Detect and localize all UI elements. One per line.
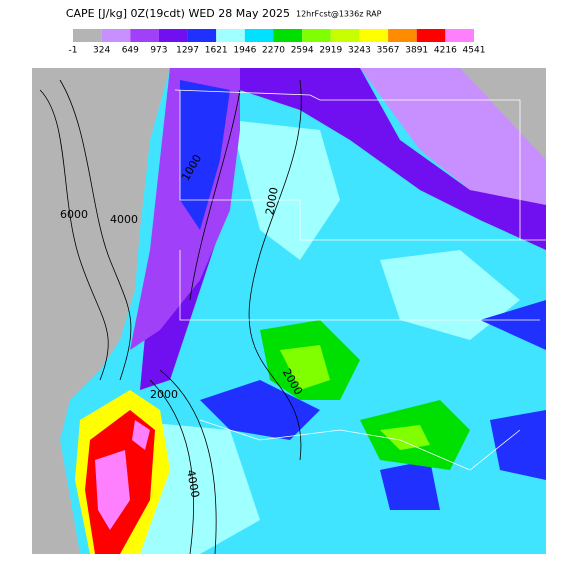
legend-label: 324 — [93, 46, 110, 56]
title: CAPE [J/kg] 0Z(19cdt) WED 28 May 2025 — [66, 7, 290, 20]
legend-label: 3243 — [348, 46, 371, 56]
legend-swatch — [302, 29, 331, 42]
legend-label: 4541 — [463, 46, 486, 56]
contour-label: 2000 — [150, 388, 178, 401]
legend-label: 2919 — [319, 46, 342, 56]
legend-swatch — [330, 29, 360, 42]
contour-label: 4000 — [184, 469, 202, 499]
legend-label: 3891 — [405, 46, 428, 56]
legend-swatch — [73, 29, 102, 42]
legend-swatch — [101, 29, 131, 42]
legend-label: 1946 — [233, 46, 256, 56]
legend-label: 1297 — [176, 46, 199, 56]
subtitle: 12hrFcst@1336z RAP — [296, 10, 382, 19]
legend-swatch — [158, 29, 188, 42]
legend-label: 2594 — [291, 46, 314, 56]
legend-swatch — [359, 29, 389, 42]
contour-label: 6000 — [60, 208, 88, 221]
contour-label: 4000 — [110, 213, 138, 226]
legend-swatch — [244, 29, 274, 42]
legend-swatch — [187, 29, 217, 42]
legend-swatch — [416, 29, 446, 42]
map: 6000 4000 1000 2000 2000 2000 4000 — [32, 68, 546, 554]
legend-swatch — [130, 29, 159, 42]
legend-label: 973 — [150, 46, 167, 56]
contour-label: 2000 — [263, 186, 281, 216]
legend-swatch — [273, 29, 303, 42]
legend-label: 649 — [122, 46, 139, 56]
legend: -1 324 649 973 1297 1621 1946 2270 2594 2919 3243 3… — [69, 29, 486, 56]
legend-swatch — [388, 29, 417, 42]
legend-label: 4216 — [434, 46, 457, 56]
legend-label: 1621 — [205, 46, 228, 56]
legend-swatch — [445, 29, 474, 42]
legend-swatch — [216, 29, 245, 42]
legend-label: -1 — [69, 46, 78, 56]
legend-label: 2270 — [262, 46, 285, 56]
legend-label: 3567 — [377, 46, 400, 56]
